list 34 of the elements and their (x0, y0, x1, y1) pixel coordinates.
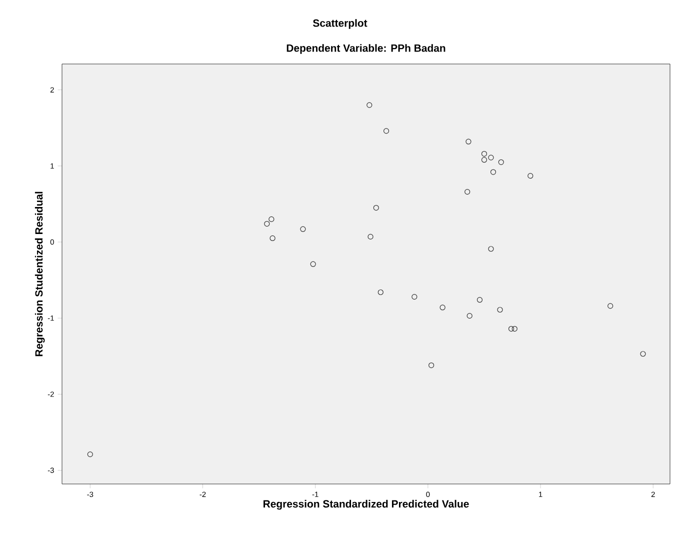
chart-subtitle: Dependent Variable: PPh Badan (286, 44, 446, 54)
point (268, 216, 274, 222)
point (440, 304, 446, 310)
point (366, 102, 372, 108)
point (497, 306, 503, 313)
point (87, 452, 93, 458)
point (488, 246, 494, 252)
point (490, 169, 496, 175)
point (528, 173, 534, 179)
point (508, 326, 514, 332)
point (264, 220, 270, 227)
point (270, 235, 276, 242)
point (640, 351, 646, 357)
point (368, 234, 374, 240)
point (373, 204, 379, 211)
point (428, 362, 434, 368)
y-axis-title: Regression Studentized Residual (34, 192, 45, 356)
point (412, 294, 418, 300)
point (464, 189, 470, 195)
point (383, 128, 390, 134)
point (481, 157, 488, 163)
point (300, 226, 306, 232)
point (498, 159, 504, 165)
x-axis-title: Regression Standardized Predicted Value (264, 500, 469, 510)
point (476, 297, 483, 303)
point (608, 303, 614, 309)
point (481, 150, 488, 157)
chart-title: Scatterplot (312, 19, 368, 29)
point (466, 313, 472, 319)
point (488, 154, 494, 160)
point (466, 138, 472, 144)
point (378, 289, 384, 296)
point (512, 326, 518, 332)
point (310, 261, 316, 267)
